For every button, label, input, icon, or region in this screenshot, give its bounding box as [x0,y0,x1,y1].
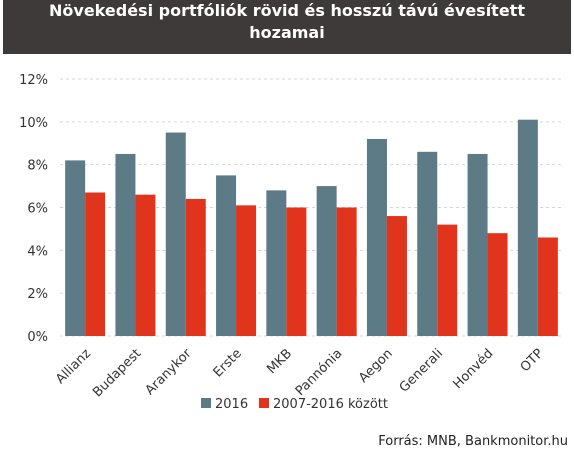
bar-series2 [537,237,558,336]
x-tick-label: Pannónia [293,346,346,399]
bar-series1 [266,190,287,336]
bar-series2 [85,192,106,336]
bar-series2 [286,207,307,336]
bar-series1 [517,119,538,336]
y-tick-label: 2% [27,287,48,302]
bar-series2 [135,194,156,336]
bar-series2 [386,216,407,336]
y-tick-label: 12% [19,73,48,88]
bar-series2 [236,205,257,336]
bar-series2 [487,233,508,336]
y-tick-label: 4% [27,244,48,259]
legend-label: 2016 [215,397,248,412]
bar-series2 [336,207,357,336]
x-tick-label: Aegon [356,346,396,386]
bar-series1 [467,153,488,336]
x-tick-label: Aranykor [143,346,195,398]
x-tick-label: Erste [211,346,245,380]
bar-series1 [165,132,186,336]
chart-title-line-2: hozamai [249,23,325,42]
y-tick-label: 6% [27,202,48,217]
y-tick-label: 0% [27,330,48,345]
legend-swatch [259,398,269,408]
x-tick-label: OTP [518,346,547,375]
source-note: Forrás: MNB, Bankmonitor.hu [378,434,568,449]
x-tick-label: Budapest [90,346,144,400]
bar-series1 [366,138,387,336]
y-tick-label: 8% [27,159,48,174]
chart-title-line-1: Növekedési portfóliók rövid és hosszú tá… [49,1,525,20]
bar-series1 [216,175,237,336]
bar-series1 [115,153,136,336]
x-tick-label: Allianz [53,346,94,387]
x-tick-label: Generali [397,346,446,395]
y-tick-label: 10% [19,116,48,131]
legend-label: 2007-2016 között [273,397,388,412]
x-tick-label: Honvéd [450,346,496,392]
bar-series2 [437,224,458,336]
chart-title: Növekedési portfóliók rövid és hosszú tá… [3,0,571,54]
x-tick-label: MKB [264,346,295,377]
bar-series2 [185,198,206,336]
legend-swatch [201,398,211,408]
bar-series1 [65,160,86,336]
bar-series1 [316,186,337,336]
bar-series1 [417,151,438,336]
